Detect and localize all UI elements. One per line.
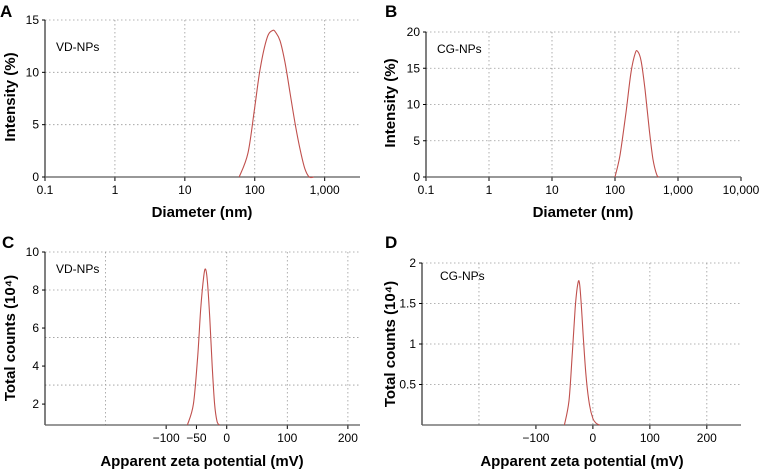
x-axis-title: Diameter (nm) (533, 204, 634, 221)
x-tick-label: 100 (640, 431, 660, 445)
sample-label: VD-NPs (56, 262, 99, 276)
ticks: −100 0 100 200 0.5 1 1.5 2 (399, 256, 717, 445)
panel-a: A 0.1 1 10 100 1,000 0 5 10 15 VD-NPs Diameter (… (0, 2, 360, 221)
x-tick-label: 0 (223, 431, 230, 445)
x-axis-title: Diameter (nm) (152, 204, 253, 221)
grid (45, 251, 360, 425)
sample-label: CG-NPs (437, 42, 482, 56)
y-tick-label: 5 (413, 134, 420, 148)
x-tick-label: 100 (245, 183, 265, 197)
y-tick-label: 1.5 (399, 297, 416, 311)
series-line (186, 268, 220, 426)
y-tick-label: 10 (26, 245, 40, 259)
y-axis-title: Intensity (%) (2, 52, 19, 141)
y-axis-title: Total counts (10⁴) (2, 275, 19, 401)
series-line (238, 29, 314, 179)
x-tick-label: 100 (277, 431, 297, 445)
panel-letter: A (0, 2, 12, 21)
y-tick-label: 2 (32, 397, 39, 411)
panel-b: B 0.1 1 10 100 1,000 10,000 0 5 10 15 20 CG-NPs Di… (382, 2, 760, 221)
y-tick-label: 10 (26, 65, 40, 79)
x-tick-label: −50 (186, 431, 207, 445)
y-tick-label: 0 (32, 170, 39, 184)
y-tick-label: 1 (409, 337, 416, 351)
x-tick-label: 1,000 (663, 183, 693, 197)
x-tick-label: 10 (178, 183, 192, 197)
x-axis-title: Apparent zeta potential (mV) (480, 453, 683, 469)
x-tick-label: 200 (697, 431, 717, 445)
x-tick-label: 0.1 (418, 183, 435, 197)
x-tick-label: 1,000 (310, 183, 340, 197)
x-tick-label: 1 (112, 183, 119, 197)
panel-letter: C (2, 233, 14, 252)
y-tick-label: 15 (26, 13, 40, 27)
y-tick-label: 4 (32, 359, 39, 373)
y-tick-label: 2 (409, 256, 416, 270)
x-tick-label: 200 (338, 431, 358, 445)
grid (422, 262, 741, 425)
x-axis-title: Apparent zeta potential (mV) (100, 453, 303, 469)
ticks: −100 −50 0 100 200 2 4 6 8 10 (26, 245, 359, 445)
panel-letter: B (385, 2, 397, 21)
x-tick-label: −100 (522, 431, 549, 445)
x-tick-label: 1 (486, 183, 493, 197)
panel-c: C −100 −50 0 100 200 2 4 6 8 10 VD-NPs Apparent z… (2, 233, 360, 469)
x-tick-label: 10 (545, 183, 559, 197)
series-line (614, 49, 660, 178)
y-tick-label: 15 (407, 61, 421, 75)
y-tick-label: 0.5 (399, 378, 416, 392)
x-tick-label: 100 (605, 183, 625, 197)
y-tick-label: 10 (407, 98, 421, 112)
y-tick-label: 5 (32, 118, 39, 132)
x-tick-label: 0.1 (37, 183, 54, 197)
ticks: 0.1 1 10 100 1,000 10,000 0 5 10 15 20 (407, 25, 760, 197)
y-axis-title: Total counts (10⁴) (382, 281, 399, 407)
y-tick-label: 8 (32, 283, 39, 297)
panel-letter: D (385, 233, 397, 252)
sample-label: CG-NPs (440, 269, 485, 283)
x-tick-label: −100 (153, 431, 180, 445)
series-line (563, 280, 600, 426)
grid (426, 31, 741, 177)
y-tick-label: 6 (32, 321, 39, 335)
grid (45, 19, 360, 177)
y-tick-label: 20 (407, 25, 421, 39)
ticks: 0.1 1 10 100 1,000 0 5 10 15 (26, 13, 340, 197)
x-tick-label: 10,000 (723, 183, 760, 197)
y-tick-label: 0 (413, 170, 420, 184)
plot-area (422, 263, 741, 425)
sample-label: VD-NPs (56, 40, 99, 54)
y-axis-title: Intensity (%) (382, 58, 399, 147)
x-tick-label: 0 (590, 431, 597, 445)
panel-d: D −100 0 100 200 0.5 1 1.5 2 CG-NPs Apparent ze… (382, 233, 741, 469)
plot-area (45, 252, 360, 425)
